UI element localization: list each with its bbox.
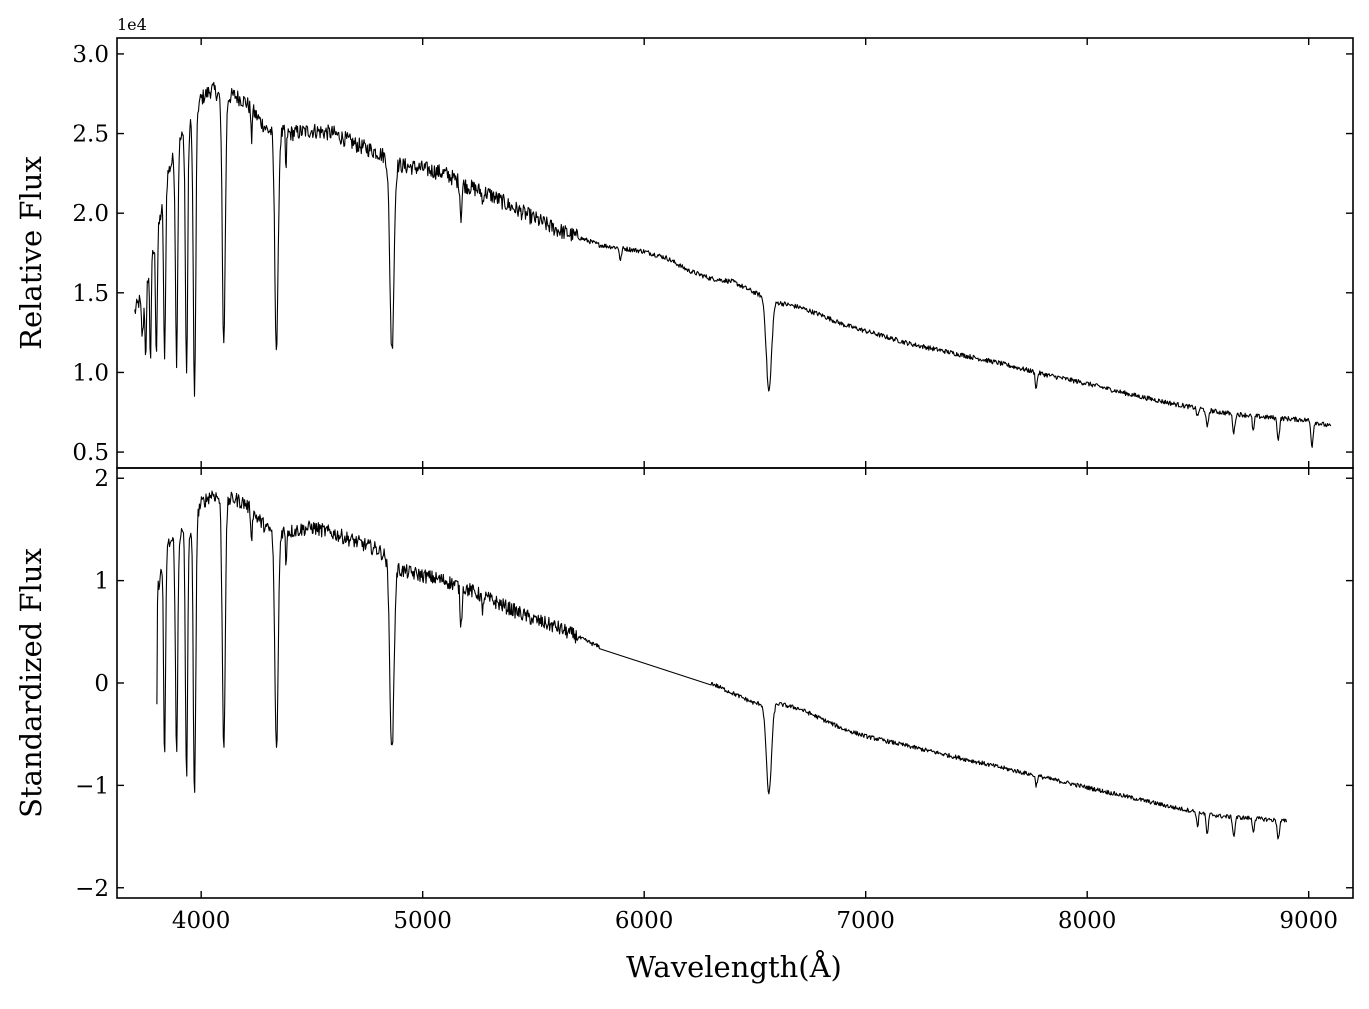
x-tick-label: 6000 [615, 908, 674, 934]
y-tick-label: 1 [94, 569, 109, 595]
y-axis-label-top: Relative Flux [14, 156, 48, 350]
x-tick-label: 4000 [172, 908, 231, 934]
y-tick-label: 3.0 [72, 42, 109, 68]
y-tick-label: 2.5 [72, 122, 109, 148]
y-tick-label: 1.0 [72, 360, 109, 386]
x-tick-label: 5000 [393, 908, 452, 934]
y-tick-label: 1.5 [72, 281, 109, 307]
x-axis-label: Wavelength(Å) [626, 949, 842, 984]
relative-flux-panel: 0.5 1.0 1.5 2.0 2.5 3.0 [72, 37, 1354, 469]
y-tick-label: 2 [94, 466, 109, 492]
y-tick-label: −1 [75, 773, 109, 799]
spectrum-line [156, 490, 1288, 840]
y-tick-label: −2 [75, 876, 109, 902]
standardized-flux-panel: 4000 5000 6000 7000 8000 9000 −2 −1 0 1 2 [75, 466, 1354, 934]
y-tick-label: 0 [94, 671, 109, 697]
y-tick-label: 0.5 [72, 440, 109, 466]
x-tick-label: 8000 [1058, 908, 1117, 934]
y-offset-label: 1e4 [117, 15, 147, 34]
y-axis-label-bottom: Standardized Flux [14, 548, 48, 818]
spectrum-line [134, 81, 1332, 448]
x-tick-label: 7000 [836, 908, 895, 934]
y-tick-label: 2.0 [72, 201, 109, 227]
x-tick-label: 9000 [1279, 908, 1338, 934]
